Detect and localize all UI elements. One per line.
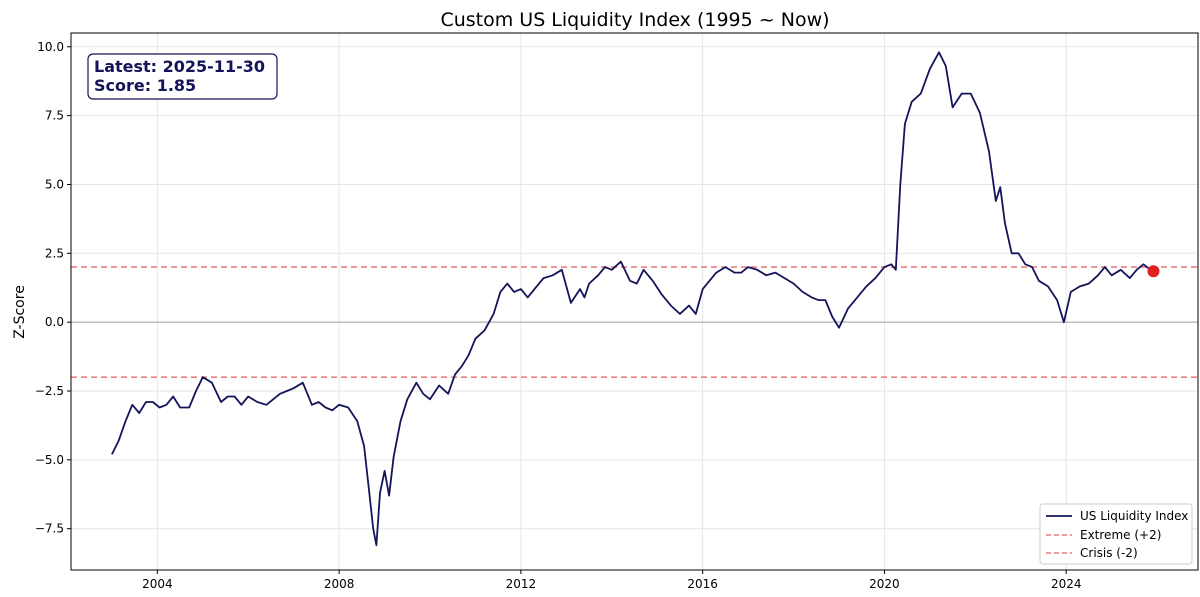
y-tick-label: 10.0 xyxy=(37,40,64,54)
annotation-box xyxy=(87,53,278,100)
annotation-score: Score: 1.85 xyxy=(94,76,196,95)
legend-box xyxy=(1039,503,1193,565)
legend-label-index: US Liquidity Index xyxy=(1080,509,1188,523)
axis-ticks: 2004 2008 2012 2016 2020 2024 −7.5 −5.0 −2.5 0.0 2… xyxy=(35,40,1082,591)
latest-annotation: Latest: 2025-11-30 Score: 1.85 xyxy=(87,53,278,100)
legend-label-extreme: Extreme (+2) xyxy=(1080,528,1161,542)
x-tick-label: 2004 xyxy=(142,577,173,591)
series xyxy=(111,51,1160,547)
x-tick-label: 2020 xyxy=(869,577,900,591)
y-tick-label: −7.5 xyxy=(35,522,64,536)
series-line-us-liquidity-index xyxy=(111,51,1154,547)
y-tick-label: 2.5 xyxy=(45,246,64,260)
legend-label-crisis: Crisis (-2) xyxy=(1080,546,1138,560)
y-tick-label: 0.0 xyxy=(45,315,64,329)
x-tick-label: 2008 xyxy=(324,577,355,591)
x-tick-label: 2012 xyxy=(506,577,537,591)
reference-lines xyxy=(71,266,1198,379)
y-tick-label: −5.0 xyxy=(35,453,64,467)
legend: US Liquidity Index Extreme (+2) Crisis (… xyxy=(1039,503,1193,565)
x-tick-label: 2024 xyxy=(1051,577,1082,591)
y-tick-label: 7.5 xyxy=(45,109,64,123)
chart-title: Custom US Liquidity Index (1995 ~ Now) xyxy=(440,9,829,31)
y-tick-label: −2.5 xyxy=(35,384,64,398)
latest-point-marker xyxy=(1147,265,1160,278)
y-tick-label: 5.0 xyxy=(45,177,64,191)
x-tick-label: 2016 xyxy=(687,577,718,591)
grid xyxy=(71,33,1198,570)
annotation-latest-date: Latest: 2025-11-30 xyxy=(94,57,265,76)
y-axis-label: Z-Score xyxy=(12,285,28,339)
plot-frame xyxy=(70,32,1199,571)
